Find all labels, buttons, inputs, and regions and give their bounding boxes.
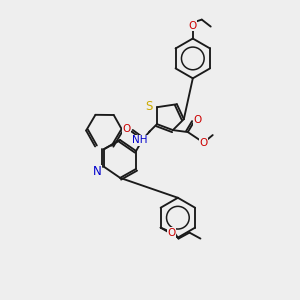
Text: NH: NH xyxy=(132,135,148,145)
Text: O: O xyxy=(200,138,208,148)
Text: O: O xyxy=(189,21,197,31)
Text: N: N xyxy=(93,165,102,178)
Text: O: O xyxy=(194,115,202,125)
Text: O: O xyxy=(122,124,131,134)
Text: S: S xyxy=(145,100,153,113)
Text: O: O xyxy=(167,228,176,238)
